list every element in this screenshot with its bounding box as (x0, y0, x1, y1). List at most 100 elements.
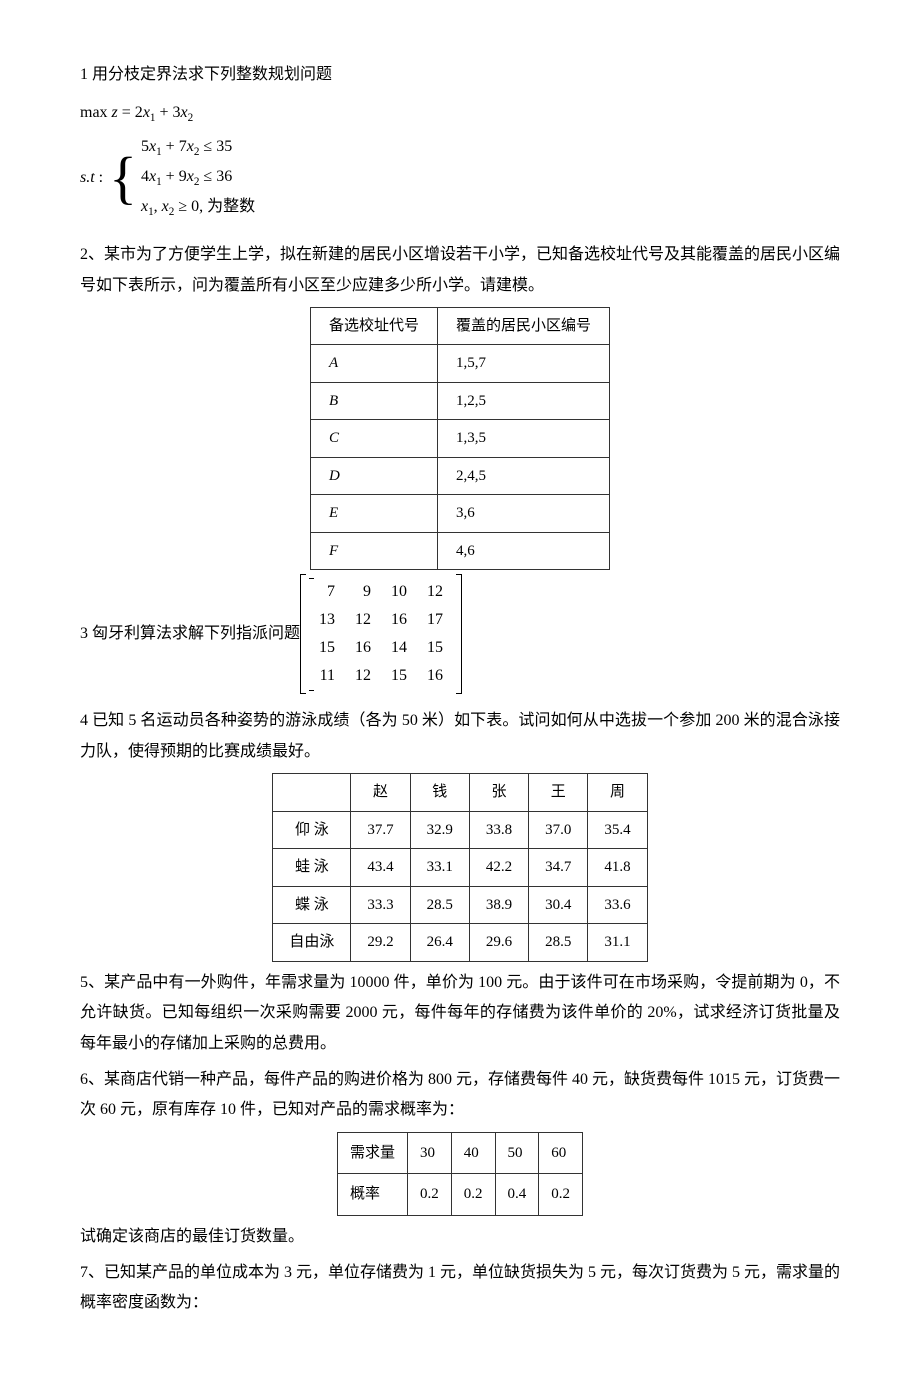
table-row: 蛙 泳43.433.142.234.741.8 (273, 849, 647, 887)
cell: 0.2 (539, 1174, 583, 1216)
matrix-cell: 13 (309, 606, 345, 634)
q1-constraint-2: 4x1 + 9x2 ≤ 36 (141, 164, 255, 192)
cell: 29.6 (469, 924, 528, 962)
cell: 3,6 (438, 495, 610, 533)
matrix-cell: 14 (381, 634, 417, 662)
matrix-cell: 11 (309, 662, 345, 690)
cell: 41.8 (588, 849, 647, 887)
q4-text: 4 已知 5 名运动员各种姿势的游泳成绩（各为 50 米）如下表。试问如何从中选… (80, 706, 840, 767)
cell: 1,2,5 (438, 382, 610, 420)
table-row: F4,6 (310, 532, 609, 570)
table-header-row: 备选校址代号 覆盖的居民小区编号 (310, 307, 609, 345)
cell: 0.2 (408, 1174, 452, 1216)
matrix-cell: 12 (345, 662, 381, 690)
table-header-row: 赵钱张王周 (273, 774, 647, 812)
table-row: 蝶 泳33.328.538.930.433.6 (273, 886, 647, 924)
cell: 33.8 (469, 811, 528, 849)
cell: 35.4 (588, 811, 647, 849)
matrix-cell: 7 (309, 578, 345, 606)
table-row: 自由泳29.226.429.628.531.1 (273, 924, 647, 962)
cell: 0.4 (495, 1174, 539, 1216)
table-row: B1,2,5 (310, 382, 609, 420)
header-cell: 钱 (410, 774, 469, 812)
cell: A (310, 345, 437, 383)
matrix-cell: 15 (417, 634, 453, 662)
q6-text-2: 试确定该商店的最佳订货数量。 (80, 1222, 840, 1252)
table-row: A1,5,7 (310, 345, 609, 383)
q7-text: 7、已知某产品的单位成本为 3 元，单位存储费为 1 元，单位缺货损失为 5 元… (80, 1258, 840, 1319)
table-row: 仰 泳37.732.933.837.035.4 (273, 811, 647, 849)
cell: 37.0 (529, 811, 588, 849)
cell: 32.9 (410, 811, 469, 849)
cell: 33.3 (351, 886, 410, 924)
matrix-cell: 16 (345, 634, 381, 662)
q2-h0: 备选校址代号 (310, 307, 437, 345)
header-cell: 赵 (351, 774, 410, 812)
q5-text: 5、某产品中有一外购件，年需求量为 10000 件，单价为 100 元。由于该件… (80, 968, 840, 1059)
matrix-cell: 16 (417, 662, 453, 690)
cell: 蛙 泳 (273, 849, 351, 887)
q3-title: 3 匈牙利算法求解下列指派问题 (80, 619, 300, 649)
table-row: C1,3,5 (310, 420, 609, 458)
header-cell: 张 (469, 774, 528, 812)
matrix-cell: 15 (381, 662, 417, 690)
cell: 29.2 (351, 924, 410, 962)
q1-constraint-1: 5x1 + 7x2 ≤ 35 (141, 134, 255, 162)
header-cell: 50 (495, 1132, 539, 1174)
cell: 0.2 (451, 1174, 495, 1216)
cell: 38.9 (469, 886, 528, 924)
matrix-cell: 17 (417, 606, 453, 634)
cell: 26.4 (410, 924, 469, 962)
cell: D (310, 457, 437, 495)
matrix-cell: 15 (309, 634, 345, 662)
cell: 37.7 (351, 811, 410, 849)
table-row: D2,4,5 (310, 457, 609, 495)
header-cell: 周 (588, 774, 647, 812)
header-cell: 40 (451, 1132, 495, 1174)
cell: 1,3,5 (438, 420, 610, 458)
cell: 33.6 (588, 886, 647, 924)
q3-row: 3 匈牙利算法求解下列指派问题 791012131216171516141511… (80, 574, 840, 694)
q4-table: 赵钱张王周 仰 泳37.732.933.837.035.4蛙 泳43.433.1… (272, 773, 647, 962)
cell: 2,4,5 (438, 457, 610, 495)
cell: 33.1 (410, 849, 469, 887)
header-cell: 需求量 (337, 1132, 407, 1174)
header-cell: 王 (529, 774, 588, 812)
cell: 28.5 (529, 924, 588, 962)
q6-table: 需求量30405060 概率0.20.20.40.2 (337, 1132, 583, 1216)
header-cell: 60 (539, 1132, 583, 1174)
cell: 42.2 (469, 849, 528, 887)
table-header-row: 需求量30405060 (337, 1132, 582, 1174)
cell: 28.5 (410, 886, 469, 924)
q1-constraints: s.t : { 5x1 + 7x2 ≤ 35 4x1 + 9x2 ≤ 36 x1… (80, 132, 840, 224)
q6-text-1: 6、某商店代销一种产品，每件产品的购进价格为 800 元，存储费每件 40 元，… (80, 1065, 840, 1126)
q3-matrix: 791012131216171516141511121516 (300, 574, 462, 694)
q2-text: 2、某市为了方便学生上学，拟在新建的居民小区增设若干小学，已知备选校址代号及其能… (80, 240, 840, 301)
cell: 4,6 (438, 532, 610, 570)
table-row: E3,6 (310, 495, 609, 533)
matrix-cell: 12 (345, 606, 381, 634)
q1-title: 1 用分枝定界法求下列整数规划问题 (80, 60, 840, 90)
q2-table: 备选校址代号 覆盖的居民小区编号 A1,5,7B1,2,5C1,3,5D2,4,… (310, 307, 610, 571)
matrix-cell: 12 (417, 578, 453, 606)
matrix-cell: 10 (381, 578, 417, 606)
cell: 1,5,7 (438, 345, 610, 383)
cell: 蝶 泳 (273, 886, 351, 924)
q1-constraint-3: x1, x2 ≥ 0, 为整数 (141, 194, 255, 222)
cell: 概率 (337, 1174, 407, 1216)
matrix-cell: 16 (381, 606, 417, 634)
cell: 30.4 (529, 886, 588, 924)
q2-h1: 覆盖的居民小区编号 (438, 307, 610, 345)
q1-equations: max z = 2x1 + 3x2 s.t : { 5x1 + 7x2 ≤ 35… (80, 98, 840, 224)
matrix-cell: 9 (345, 578, 381, 606)
cell: B (310, 382, 437, 420)
header-cell (273, 774, 351, 812)
cell: 31.1 (588, 924, 647, 962)
q1-objective: max z = 2x1 + 3x2 (80, 98, 840, 129)
cell: 34.7 (529, 849, 588, 887)
brace-icon: { (109, 150, 137, 205)
cell: F (310, 532, 437, 570)
cell: 自由泳 (273, 924, 351, 962)
cell: 仰 泳 (273, 811, 351, 849)
cell: E (310, 495, 437, 533)
